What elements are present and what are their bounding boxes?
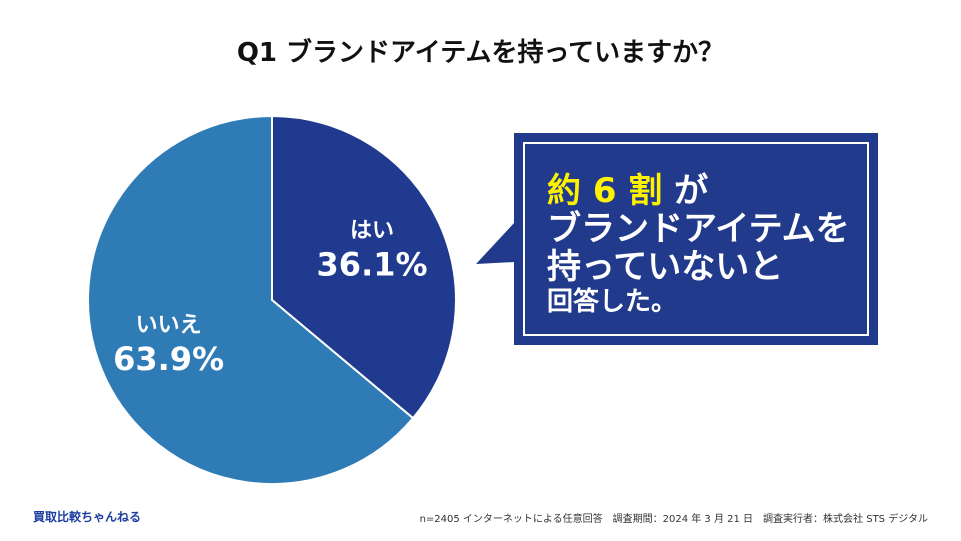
callout-line-4: 回答した。 [547,287,678,318]
slice-value-1: 36.1% [317,245,428,283]
callout-inner: 約 6 割 が ブランドアイテムを 持っていないと 回答した。 [523,142,869,336]
source-note: n=2405 インターネットによる任意回答 調査期間：2024 年 3 月 21… [419,514,928,525]
slice-label-2: いいえ [136,313,202,338]
callout-line-1: 約 6 割 が [547,172,867,210]
callout-line-1-rest: が [662,171,709,211]
callout-line-2: ブランドアイテムを [547,209,850,250]
pie-slice-1 [271,114,457,420]
brand-label: 買取比較ちゃんねる [33,510,142,524]
pie-slice-2 [87,114,415,485]
callout-line-3: 持っていないと [547,247,784,288]
callout-highlight: 約 6 割 [547,171,663,211]
slice-label-1: はい [350,218,394,243]
slice-value-2: 63.9% [113,340,224,378]
chart-title: Q1 ブランドアイテムを持っていますか？ [236,38,725,68]
callout-box: 約 6 割 が ブランドアイテムを 持っていないと 回答した。 [514,133,878,345]
